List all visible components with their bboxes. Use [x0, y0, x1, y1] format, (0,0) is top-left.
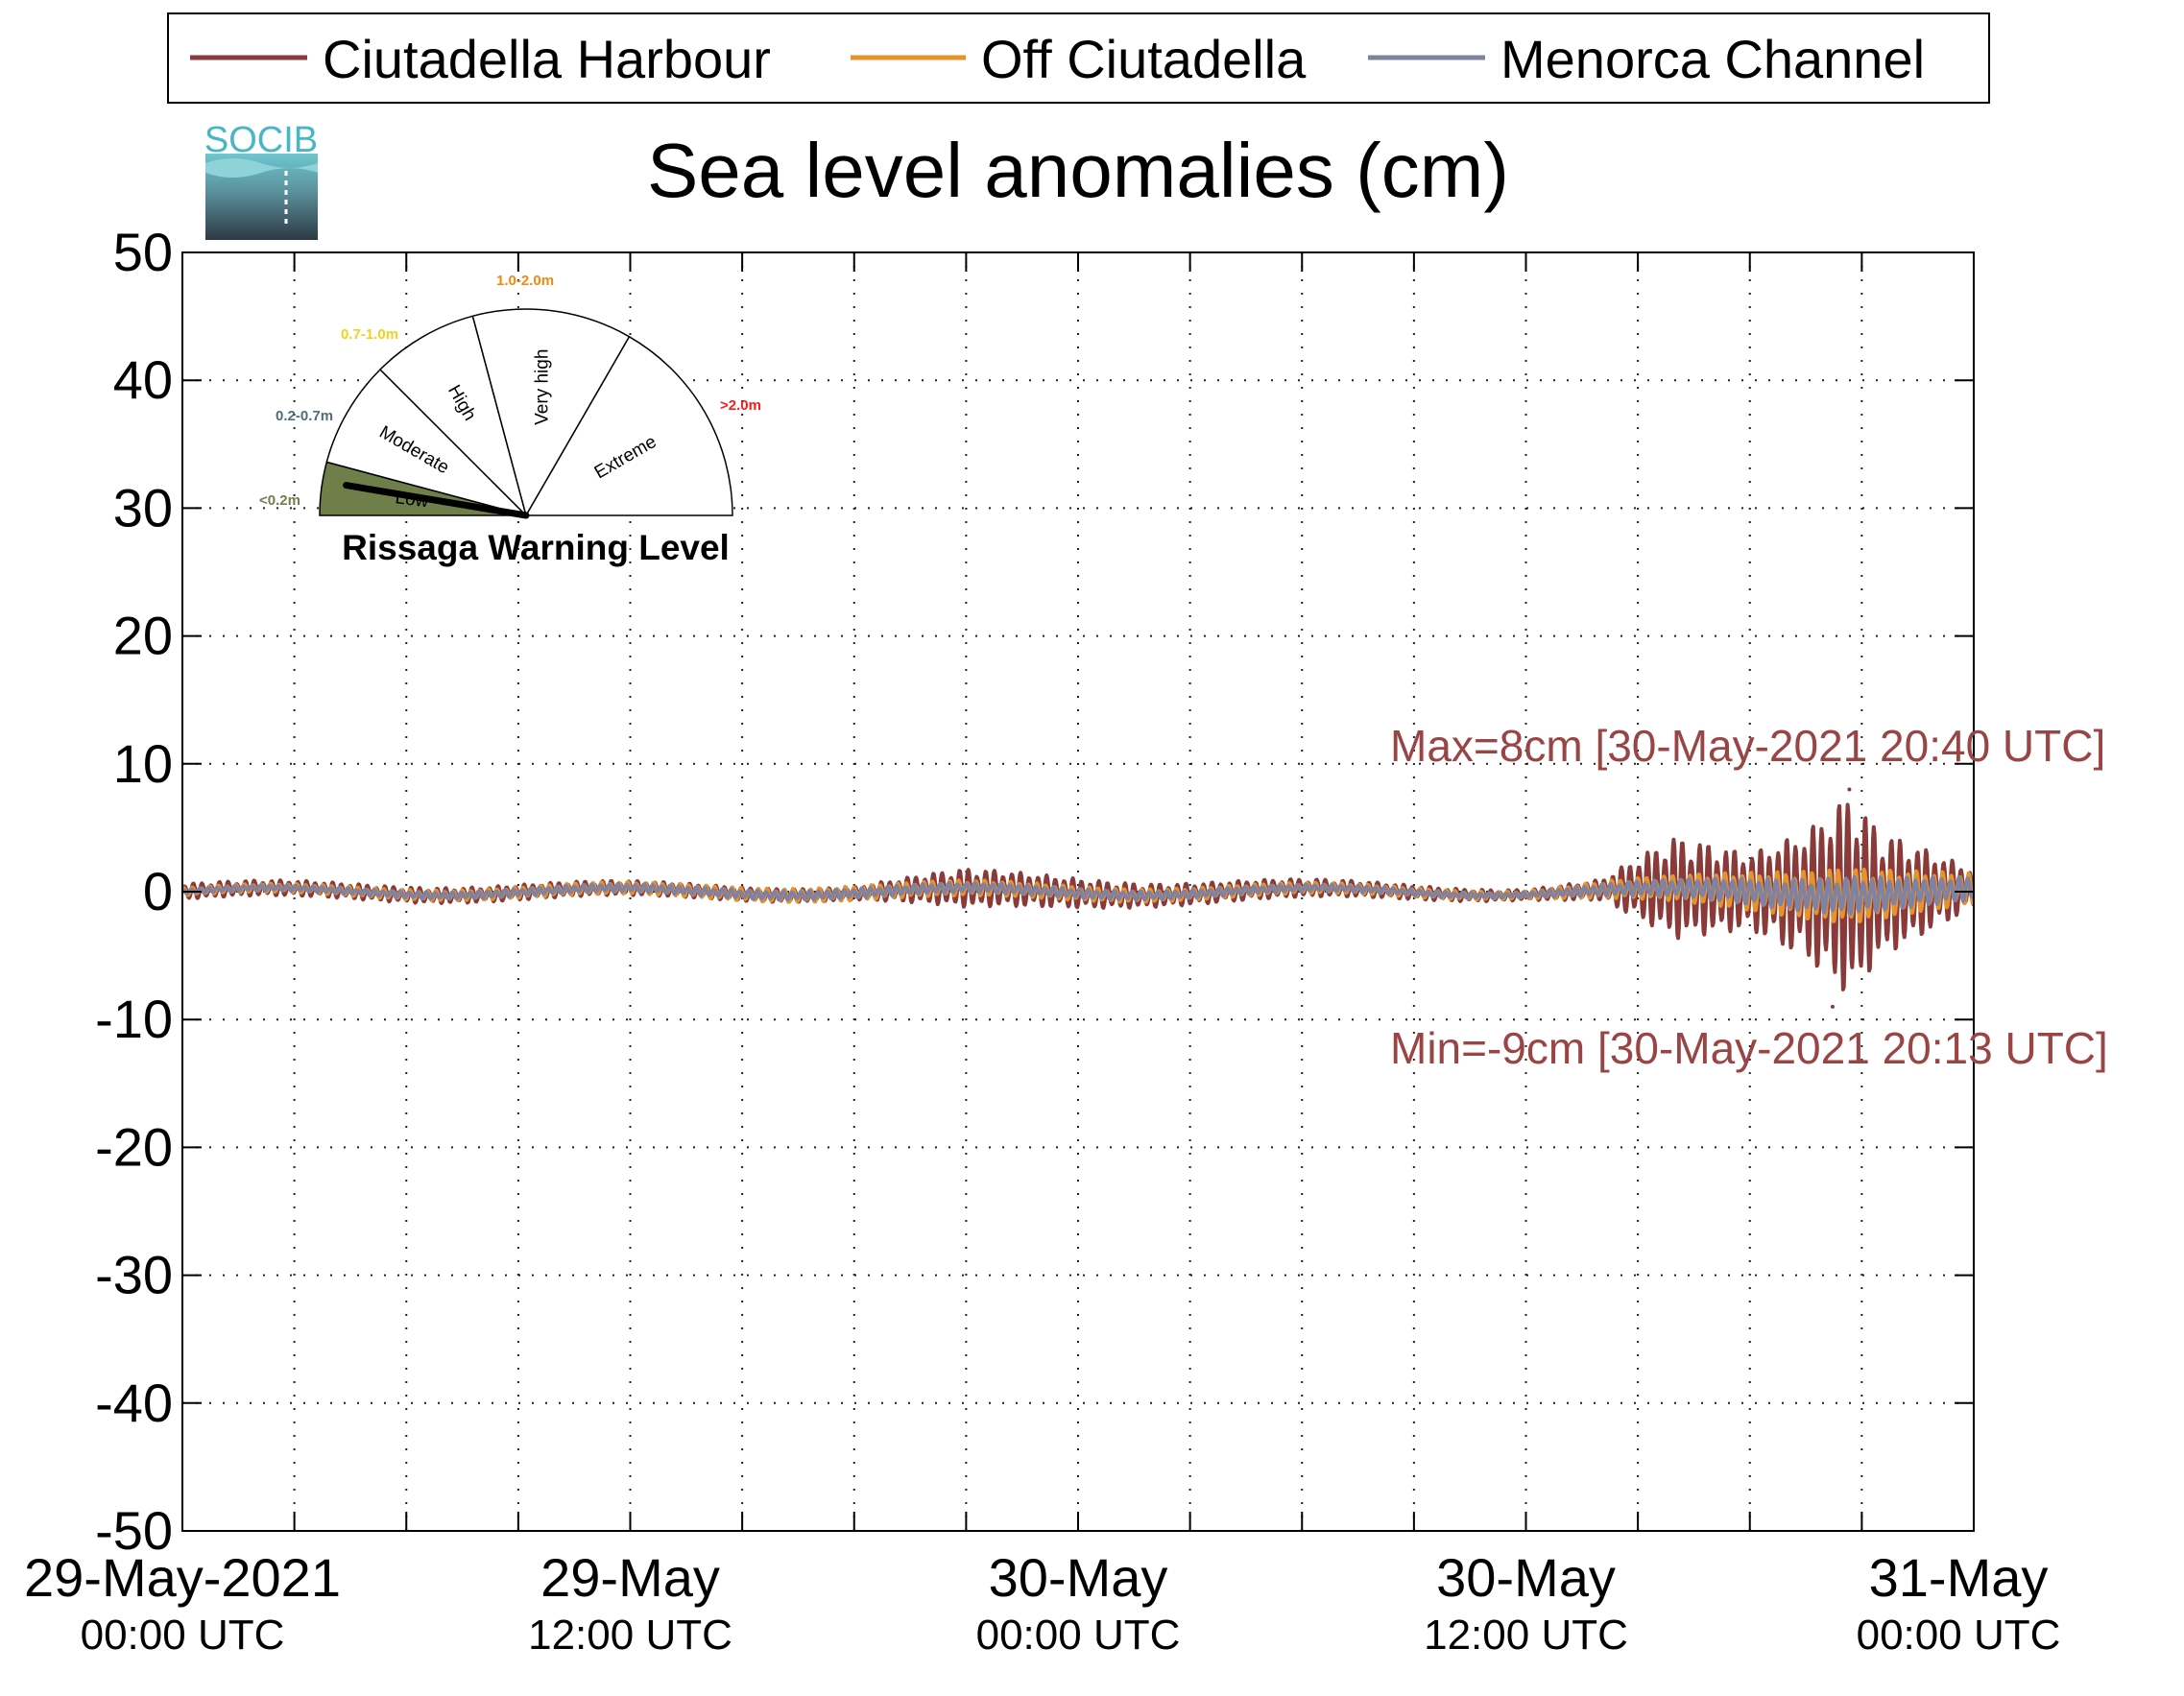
legend: Ciutadella Harbour Off Ciutadella Menorc…	[167, 12, 1990, 104]
y-tick-label: 20	[113, 606, 173, 666]
y-tick-label: 10	[113, 733, 173, 794]
x-tick-label-time: 00:00 UTC	[1857, 1612, 2061, 1659]
gauge-sector-moderate	[325, 368, 529, 517]
x-tick-label-time: 12:00 UTC	[528, 1612, 732, 1659]
y-tick-label: 30	[113, 477, 173, 537]
gauge-sectors	[319, 308, 733, 518]
gauge-label-low: Low	[394, 488, 430, 512]
gauge-range-extreme: >2.0m	[720, 397, 761, 414]
legend-label-menorca-channel: Menorca Channel	[1500, 29, 1925, 89]
min-annotation: Min=-9cm [30-May-2021 20:13 UTC]	[1390, 1023, 2108, 1073]
x-tick-label-date: 31-May	[1869, 1547, 2049, 1608]
logo-wave-crest	[205, 158, 318, 178]
x-tick-label-time: 00:00 UTC	[81, 1612, 285, 1659]
gauge-needle	[343, 482, 530, 519]
x-tick-label-time: 12:00 UTC	[1424, 1612, 1628, 1659]
gauge-sector-very-high	[471, 308, 631, 517]
max-point	[1847, 787, 1852, 792]
gauge-title: Rissaga Warning Level	[342, 528, 730, 567]
y-tick-label: 40	[113, 349, 173, 410]
gauge-sector-high	[378, 315, 528, 518]
series-line-menorca-channel	[182, 874, 1974, 916]
socib-logo: SOCIB	[204, 120, 318, 240]
y-tick-label: 50	[113, 222, 173, 282]
gauge-label-very-high: Very high	[533, 349, 553, 425]
gauge-range-moderate: 0.2-0.7m	[276, 408, 333, 424]
y-tick-label: -20	[95, 1116, 173, 1177]
legend-label-ciutadella-harbour: Ciutadella Harbour	[323, 29, 771, 89]
x-tick-label-date: 29-May-2021	[24, 1547, 341, 1608]
max-annotation: Max=8cm [30-May-2021 20:40 UTC]	[1390, 721, 2105, 771]
legend-frame	[167, 12, 1990, 104]
chart-title: Sea level anomalies (cm)	[647, 128, 1509, 213]
gauge-range-very-high: 1.0-2.0m	[496, 273, 554, 289]
x-tick-label-time: 00:00 UTC	[976, 1612, 1181, 1659]
x-tick-label-date: 30-May	[989, 1547, 1168, 1608]
rissaga-warning-gauge: Rissaga Warning Level Low Moderate High …	[259, 273, 761, 567]
axis-ticks	[182, 251, 1974, 1532]
y-tick-label: -10	[95, 989, 173, 1049]
series-layer	[182, 787, 1974, 1009]
gauge-range-high: 0.7-1.0m	[341, 326, 398, 343]
y-tick-label: -50	[95, 1500, 173, 1561]
y-tick-label: -40	[95, 1373, 173, 1433]
x-tick-label-date: 29-May	[540, 1547, 720, 1608]
legend-label-off-ciutadella: Off Ciutadella	[981, 29, 1307, 89]
y-tick-label: 0	[143, 861, 173, 921]
y-axis-tick-labels: -50 -40 -30 -20 -10 0 10 20 30 40 50	[95, 222, 173, 1561]
gauge-sector-extreme	[524, 335, 733, 516]
gauge-range-low: <0.2m	[259, 492, 300, 509]
x-tick-label-date: 30-May	[1436, 1547, 1616, 1608]
y-tick-label: -30	[95, 1245, 173, 1305]
min-point	[1830, 1004, 1835, 1009]
logo-wordmark: SOCIB	[204, 120, 318, 160]
